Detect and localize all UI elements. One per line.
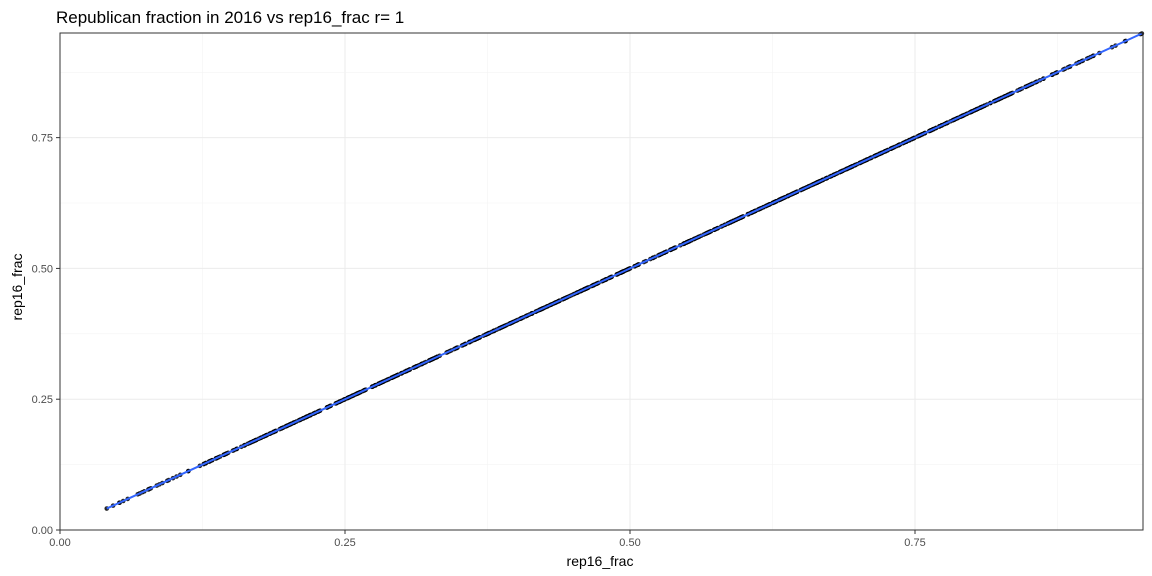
y-axis-label: rep16_frac [9,254,25,321]
chart-title: Republican fraction in 2016 vs rep16_fra… [56,8,404,27]
x-axis-label: rep16_frac [567,553,634,569]
y-tick-label: 0.00 [32,525,53,537]
y-axis: 0.00 0.25 0.50 0.75 [32,133,60,537]
y-tick-label: 0.25 [32,394,53,406]
x-tick-label: 0.75 [904,537,925,549]
x-axis: 0.00 0.25 0.50 0.75 [49,530,926,549]
fit-line-group [106,32,1143,510]
grid-lines [59,33,1143,531]
x-tick-label: 0.00 [49,537,70,549]
x-tick-label: 0.50 [619,537,640,549]
plot-panel-border [59,32,1144,531]
y-tick-label: 0.50 [32,263,53,275]
x-tick-label: 0.25 [334,537,355,549]
y-tick-label: 0.75 [32,133,53,145]
fit-line [106,32,1143,510]
